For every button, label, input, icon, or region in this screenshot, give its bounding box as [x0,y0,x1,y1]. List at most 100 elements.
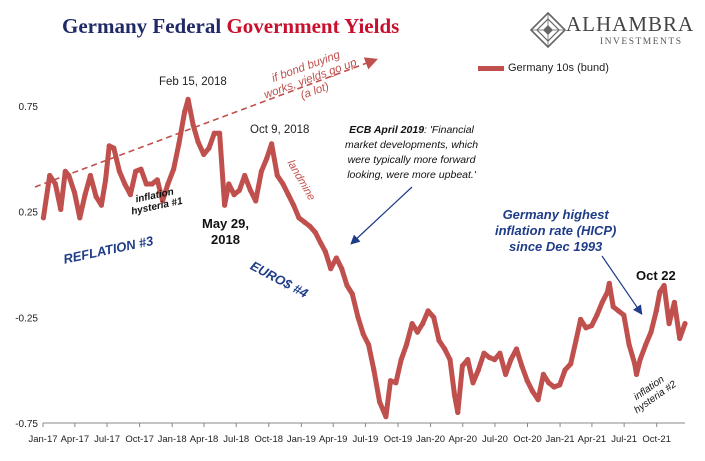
data-point [71,189,78,196]
data-point [508,357,514,363]
data-point [211,130,217,136]
data-point [182,109,188,115]
data-point [264,156,270,162]
data-point [529,388,536,394]
data-point [154,177,160,183]
x-tick-label: Oct-20 [513,434,542,445]
data-point [231,192,237,198]
alhambra-diamond-logo-icon [529,11,567,49]
legend-label: Germany 10s (bund) [508,62,609,74]
data-point [657,289,663,295]
data-point [285,192,291,198]
title-part-blue: Germany Federal [62,14,227,38]
annotation-ecb-quote: ECB April 2019: 'Financial market develo… [345,123,478,183]
data-point [103,177,109,183]
x-tick-label: Apr-18 [190,434,219,445]
data-point [149,181,155,187]
annotation-ecb-line3: were typically more forward [347,154,476,166]
chart-legend: Germany 10s (bund) [478,62,609,74]
data-point [621,312,627,318]
data-point [269,141,275,147]
data-point [111,145,117,151]
data-point [296,215,302,221]
data-point [632,361,638,367]
x-tick-label: Oct-21 [642,434,671,445]
data-point [93,194,99,200]
data-point [653,308,659,314]
x-tick-label: Jul-21 [611,434,637,445]
data-point [398,357,404,363]
data-point [610,304,616,310]
data-point [557,382,563,388]
data-point [524,378,530,384]
data-point [217,130,223,136]
data-point [431,314,437,320]
y-tick-label: -0.25 [15,313,38,324]
data-point [573,337,579,344]
data-point [519,363,525,369]
data-point [606,280,612,286]
x-tick-label: Jan-18 [158,434,187,445]
data-point [436,337,442,344]
data-point [58,206,64,212]
data-point [171,166,177,172]
annotation-germany-line1: Germany highest [502,207,609,222]
title-part-red: Government Yields [226,14,400,38]
data-point [122,181,128,187]
data-point [447,357,453,363]
data-point [116,168,122,174]
data-point [47,172,53,179]
y-tick-label: -0.75 [15,419,38,430]
data-point [455,409,461,415]
x-tick-label: Jul-20 [482,434,508,445]
data-point [133,168,139,174]
data-point [201,151,207,157]
data-point [344,282,350,289]
annotation-ecb-line4: looking, were more upbeat.' [347,169,476,181]
data-point [425,308,431,314]
data-point [247,187,253,193]
data-point [393,380,399,386]
data-point [322,249,328,255]
x-tick-label: Apr-17 [61,434,90,445]
data-point [420,321,426,327]
data-point [583,325,589,331]
data-point [355,314,361,320]
annotation-ecb-label: ECB April 2019 [349,124,425,136]
data-point [637,357,643,363]
data-point [291,202,297,208]
data-point [677,335,683,341]
data-point [589,323,595,329]
brand-subtitle: INVESTMENTS [600,37,683,47]
data-point [87,172,93,179]
data-point [82,192,88,198]
data-point [339,266,345,272]
annotation-ecb-line2: market developments, which [345,139,479,151]
data-point [274,172,280,179]
x-tick-label: Jan-19 [287,434,316,445]
data-point [633,371,640,377]
data-point [682,321,688,327]
x-tick-label: Apr-21 [578,434,607,445]
data-point [481,350,487,356]
data-point [206,145,212,151]
x-tick-label: Apr-20 [448,434,477,445]
y-tick-label: 0.75 [19,102,39,113]
data-point [127,192,133,198]
data-point [475,367,481,373]
data-point [40,215,47,221]
legend-swatch [478,65,504,71]
data-point [387,378,394,384]
annotation-may29-line1: May 29, [202,216,249,231]
data-point [513,346,520,352]
data-point [671,299,678,305]
data-point [578,316,584,322]
data-point [661,282,667,289]
data-point [242,172,248,179]
data-point [643,342,649,348]
data-point [62,168,68,174]
data-point [403,342,410,348]
data-point [551,384,557,390]
chart-axes: -0.75 -0.25 0.25 0.75 Jan-17 Apr-17 Jul-17 Oct-… [15,102,685,445]
